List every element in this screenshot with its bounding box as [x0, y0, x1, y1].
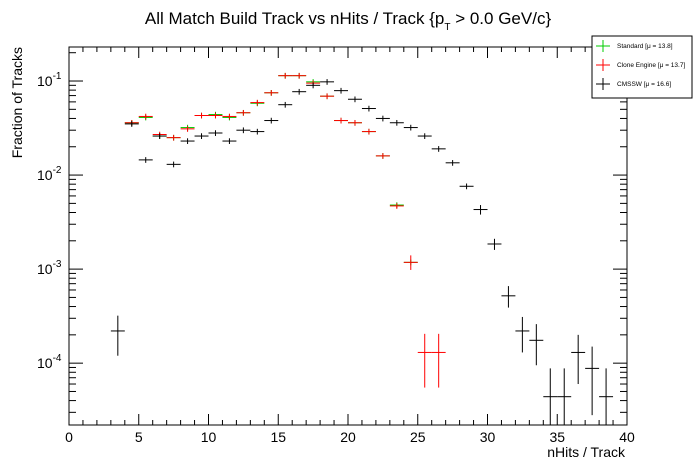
- chart-title: All Match Build Track vs nHits / Track {…: [145, 9, 552, 33]
- y-tick-label: 10-2: [37, 165, 62, 183]
- data-marks: [110, 72, 614, 425]
- y-tick-label: 10-1: [37, 71, 62, 89]
- y-tick-label: 10-3: [37, 259, 62, 277]
- x-axis-label: nHits / Track: [547, 444, 626, 460]
- legend: Standard [μ = 13.8] Clone Engine [μ = 13.…: [591, 35, 693, 99]
- legend-label: Standard [μ = 13.8]: [617, 43, 673, 50]
- x-tick-label: 40: [619, 429, 635, 445]
- plot-frame: [68, 46, 628, 426]
- x-tick-label: 0: [65, 429, 73, 445]
- series-cmssw: [110, 79, 614, 425]
- x-tick-label: 10: [201, 429, 217, 445]
- axes: 0 5 10 15 20 25 30 35 40 10-4 10-3 10-2 10-1: [37, 47, 635, 445]
- title-tail: > 0.0 GeV/c}: [450, 9, 551, 28]
- y-tick-label: 10-4: [37, 353, 62, 371]
- series-standard: [124, 72, 418, 266]
- x-tick-label: 25: [410, 429, 426, 445]
- title-subscript: T: [444, 22, 450, 33]
- title-main: All Match Build Track vs nHits / Track {…: [145, 9, 444, 28]
- x-tick-label: 35: [549, 429, 565, 445]
- x-tick-label: 5: [135, 429, 143, 445]
- x-tick-label: 20: [340, 429, 356, 445]
- x-tick-label: 15: [270, 429, 286, 445]
- legend-label: Clone Engine [μ = 13.7]: [617, 62, 685, 69]
- y-axis-label: Fraction of Tracks: [9, 47, 25, 158]
- legend-label: CMSSW [μ = 16.6]: [617, 81, 671, 88]
- x-tick-label: 30: [480, 429, 496, 445]
- series-clone-engine: [124, 72, 446, 388]
